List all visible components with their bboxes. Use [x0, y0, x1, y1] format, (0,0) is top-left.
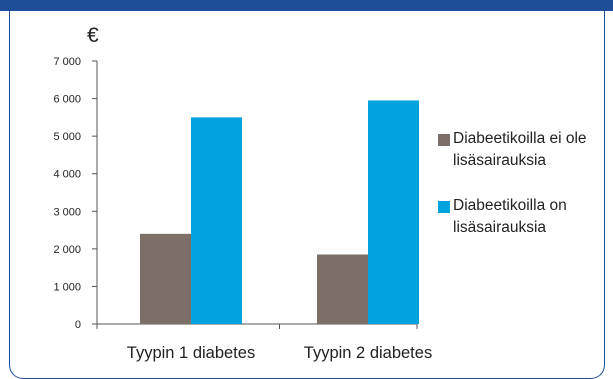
bar-1-series-1	[140, 233, 191, 324]
y-tick-label: 5 000	[53, 131, 81, 143]
y-tick-label: 1 000	[53, 281, 81, 293]
bar-1-series-2	[191, 117, 242, 324]
y-tick-label: 3 000	[53, 206, 81, 218]
legend-item-series-1: Diabeetikoilla ei ole lisäsairauksia	[438, 128, 613, 172]
legend-label-series-2: Diabeetikoilla on lisäsairauksia	[453, 197, 567, 236]
legend-swatch-series-1	[438, 134, 450, 146]
x-tick-label: Tyypin 2 diabetes	[304, 344, 432, 362]
bar-2-series-1	[317, 254, 368, 324]
header-band	[0, 0, 613, 11]
y-tick-label: 2 000	[53, 244, 81, 256]
x-tick-label: Tyypin 1 diabetes	[127, 344, 255, 362]
legend-swatch-series-2	[438, 201, 450, 213]
unit-label: €	[87, 24, 99, 47]
y-tick-label: 7 000	[53, 56, 81, 68]
y-tick-label: 0	[75, 319, 81, 331]
y-tick-label: 4 000	[53, 169, 81, 181]
bar-2-series-2	[368, 100, 419, 324]
y-tick-label: 6 000	[53, 94, 81, 106]
legend-label-series-1: Diabeetikoilla ei ole lisäsairauksia	[453, 130, 587, 169]
legend-item-series-2: Diabeetikoilla on lisäsairauksia	[438, 195, 613, 239]
